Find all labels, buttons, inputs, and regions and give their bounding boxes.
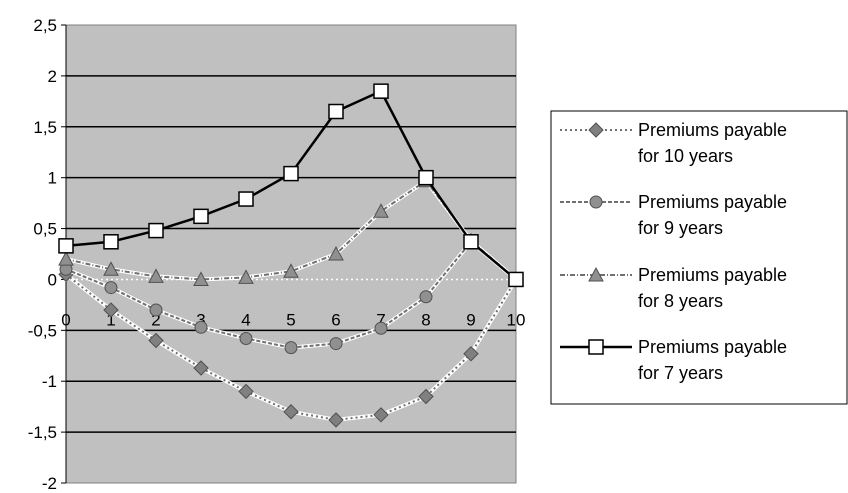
legend-box	[550, 110, 848, 405]
x-tick-label: 3	[196, 310, 205, 329]
data-point	[193, 271, 209, 286]
x-tick-label: 4	[241, 310, 250, 329]
data-point	[329, 337, 343, 351]
data-point	[149, 303, 163, 317]
y-tick-label: -1	[42, 372, 57, 391]
legend-item: Premiums payable for 8 years	[560, 265, 787, 311]
x-tick-label: 7	[376, 310, 385, 329]
data-point	[588, 266, 604, 282]
data-point	[103, 261, 119, 276]
data-point	[193, 360, 209, 376]
y-tick-label: 1,5	[33, 118, 57, 137]
data-point	[238, 269, 254, 284]
series-line	[65, 240, 517, 349]
x-axis: 0 1 2 3 4 5 6 7 8 9 10	[61, 310, 525, 329]
data-point	[283, 404, 299, 420]
y-tick-label: 2,5	[33, 16, 57, 35]
data-point	[589, 195, 603, 209]
legend-label: for 8 years	[638, 291, 723, 311]
data-point	[418, 388, 434, 405]
data-point	[283, 165, 299, 182]
data-point	[373, 407, 389, 423]
data-point	[588, 339, 604, 355]
data-point	[419, 290, 433, 304]
legend-label: for 10 years	[638, 146, 733, 166]
series-group	[58, 83, 524, 428]
data-point	[103, 234, 119, 250]
data-point	[588, 122, 604, 138]
data-point	[239, 331, 253, 345]
data-point	[148, 268, 164, 283]
data-point	[418, 169, 434, 186]
legend-label: Premiums payable	[638, 192, 787, 212]
data-point	[373, 83, 389, 99]
data-point	[373, 203, 389, 218]
data-point	[58, 238, 74, 254]
legend-label: Premiums payable	[638, 337, 787, 357]
data-point	[194, 320, 208, 334]
legend-label: for 7 years	[638, 363, 723, 383]
y-tick-label: -2	[42, 474, 57, 493]
legend-item: Premiums payable for 7 years	[560, 337, 787, 383]
x-tick-label: 9	[466, 310, 475, 329]
x-tick-label: 2	[151, 310, 160, 329]
data-point	[463, 346, 479, 362]
data-point	[328, 412, 344, 428]
x-tick-label: 10	[507, 310, 526, 329]
y-tick-label: -0,5	[28, 321, 57, 340]
data-point	[238, 191, 254, 207]
data-point	[374, 321, 388, 335]
series-square	[58, 83, 524, 288]
data-point	[148, 332, 164, 349]
legend-label: Premiums payable	[638, 120, 787, 140]
x-tick-label: 5	[286, 310, 295, 329]
y-tick-label: 0	[48, 270, 57, 289]
data-point	[463, 234, 479, 250]
data-point	[328, 103, 344, 120]
data-point	[103, 302, 119, 318]
x-tick-label: 1	[106, 310, 115, 329]
legend-item: Premiums payable for 9 years	[560, 192, 787, 238]
data-point	[104, 281, 118, 295]
y-tick-label: 0,5	[33, 220, 57, 239]
legend-label: Premiums payable	[638, 265, 787, 285]
legend-item: Premiums payable for 10 years	[560, 120, 787, 166]
data-point	[58, 251, 74, 266]
data-point	[238, 383, 254, 400]
legend-label: for 9 years	[638, 218, 723, 238]
y-tick-label: 1	[48, 169, 57, 188]
data-point	[508, 271, 524, 288]
data-point	[328, 245, 344, 261]
y-tick-label: -1,5	[28, 423, 57, 442]
data-point	[283, 263, 299, 278]
x-tick-label: 6	[331, 310, 340, 329]
y-tick-label: 2	[48, 67, 57, 86]
data-point	[284, 341, 298, 355]
x-tick-label: 0	[61, 310, 70, 329]
x-tick-label: 8	[421, 310, 430, 329]
y-axis: 2,5 2 1,5 1 0,5 0 -0,5 -1 -1,5 -2	[28, 16, 66, 493]
data-point	[193, 208, 209, 225]
data-point	[148, 222, 164, 239]
